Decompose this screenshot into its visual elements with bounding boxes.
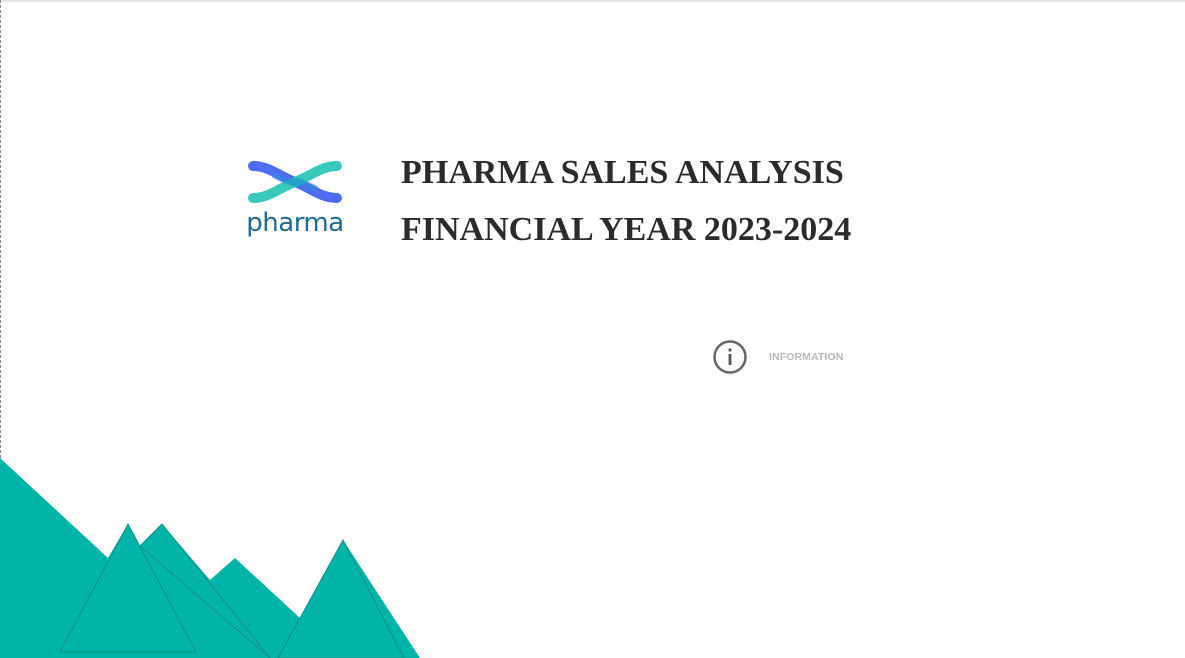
top-border (0, 0, 1185, 3)
mountain-outline-3 (277, 538, 405, 658)
page-title: PHARMA SALES ANALYSIS (401, 154, 844, 191)
mountain-base-shape (0, 458, 420, 658)
information-button[interactable]: INFORMATION (713, 338, 863, 376)
pharma-logo: pharma (243, 160, 347, 244)
logo-text: pharma (246, 208, 344, 238)
dna-helix-icon (248, 161, 342, 203)
information-label: INFORMATION (769, 351, 844, 363)
left-dashed-border (0, 0, 1, 658)
mountain-outline-1 (59, 522, 197, 653)
page-subtitle: FINANCIAL YEAR 2023-2024 (401, 211, 852, 248)
info-icon[interactable] (713, 340, 747, 374)
mountain-shapes (0, 458, 420, 658)
mountain-outline-2 (139, 523, 271, 658)
